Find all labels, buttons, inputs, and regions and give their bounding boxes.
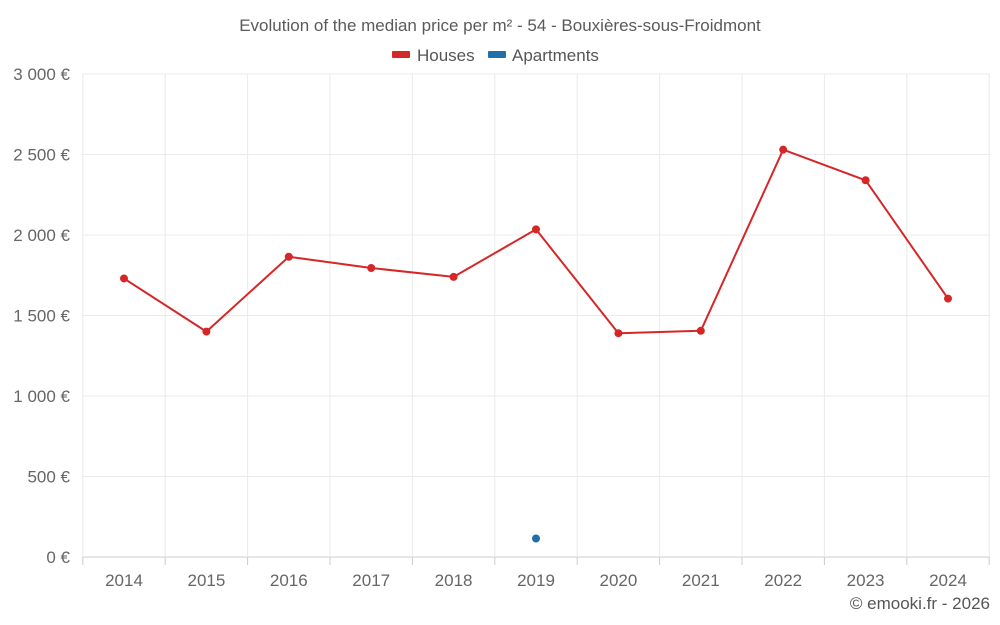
x-tick-label: 2021	[682, 571, 720, 590]
data-point-houses	[202, 327, 211, 336]
x-tick-label: 2019	[517, 571, 555, 590]
data-point-houses	[779, 145, 788, 154]
x-tick-label: 2024	[929, 571, 967, 590]
y-tick-label: 2 500 €	[13, 146, 70, 165]
data-point-houses	[614, 329, 623, 338]
legend-label-apartments: Apartments	[512, 46, 599, 65]
x-tick-label: 2014	[105, 571, 143, 590]
x-tick-label: 2022	[764, 571, 802, 590]
legend-item-apartments[interactable]: Apartments	[488, 46, 599, 65]
data-point-houses	[120, 274, 128, 283]
chart-title: Evolution of the median price per m² - 5…	[239, 16, 761, 35]
data-point-houses	[696, 326, 705, 335]
y-tick-label: 1 500 €	[13, 307, 70, 326]
x-tick-label: 2023	[847, 571, 885, 590]
y-tick-label: 0 €	[46, 548, 70, 567]
y-tick-label: 2 000 €	[13, 226, 70, 245]
data-point-houses	[284, 252, 293, 261]
x-tick-label: 2020	[599, 571, 637, 590]
data-point-houses	[532, 225, 540, 234]
grid	[82, 73, 990, 558]
legend-swatch-houses	[392, 51, 410, 58]
y-tick-label: 1 000 €	[13, 387, 70, 406]
data-point-houses	[367, 264, 376, 273]
data-point-houses	[944, 294, 952, 303]
y-tick-label: 3 000 €	[13, 65, 70, 84]
series	[120, 145, 952, 543]
legend-swatch-apartments	[488, 51, 506, 58]
data-point-apartments	[532, 534, 540, 543]
y-tick-label: 500 €	[27, 468, 70, 487]
axes: 0 € 500 € 1 000 € 1 500 € 2 000 € 2 500 € 3 00…	[13, 65, 990, 590]
data-point-houses	[861, 176, 870, 185]
legend-item-houses[interactable]: Houses	[392, 46, 475, 65]
x-tick-label: 2016	[270, 571, 308, 590]
x-tick-label: 2018	[435, 571, 473, 590]
data-point-houses	[449, 272, 458, 281]
legend-label-houses: Houses	[417, 46, 475, 65]
x-tick-label: 2017	[352, 571, 390, 590]
legend: Houses Apartments	[392, 46, 599, 65]
x-tick-label: 2015	[187, 571, 225, 590]
credit-text: © emooki.fr - 2026	[850, 594, 990, 613]
